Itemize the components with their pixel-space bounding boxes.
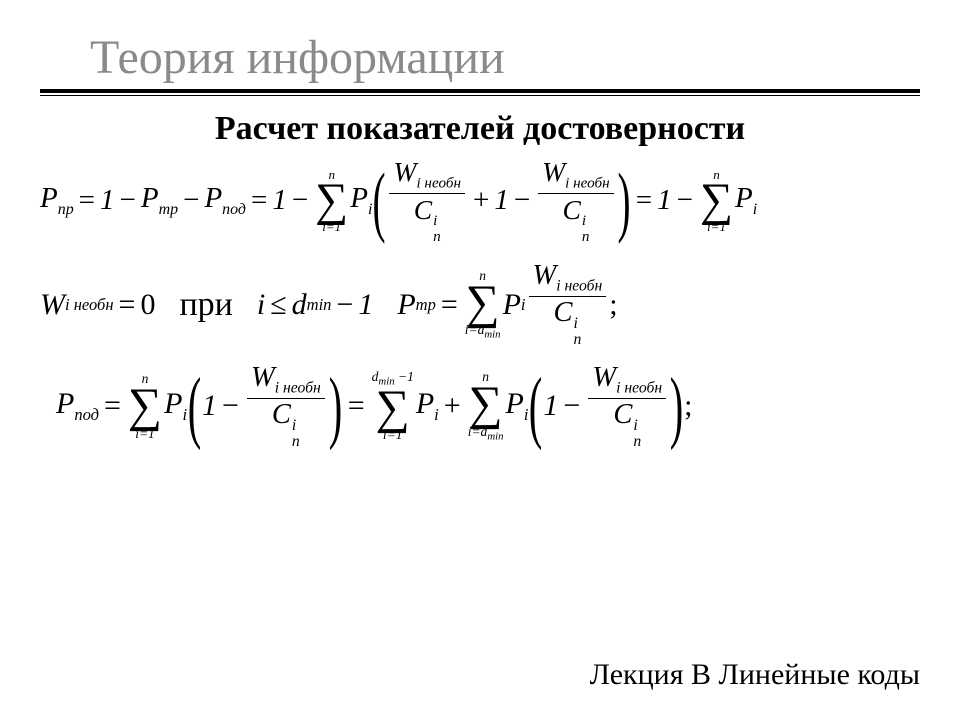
minus: − [183,184,199,217]
num-1: 1 [657,184,672,217]
eq: = [348,389,365,423]
minus: − [677,184,693,217]
equation-2: Wi необн = 0 при i ≤ dmin − 1 Pтр = n ∑ … [40,262,920,348]
sym-Pi: Pi [164,387,187,425]
sum-symbol: dmin −1 ∑ i=1 [372,369,414,443]
fraction: Wi необн Cin [389,158,464,244]
page-title: Теория информации [90,30,920,85]
sum-symbol: n ∑ i=dmin [468,369,504,443]
fraction: Wi необн Cin [529,262,607,348]
sum-symbol: n ∑ i=1 [315,167,348,235]
slide: Теория информации Расчет показателей дос… [0,0,960,720]
word-pri: при [179,286,232,324]
eq: = [79,184,95,217]
sum-symbol: n ∑ i=1 [700,167,733,235]
footer-text: Лекция В Линейные коды [590,658,920,692]
bracket-group: ( Wi необн Cin + 1 − Wi необн Cin ) [372,158,630,244]
sym-Ppod: Pпод [56,387,99,425]
rule-thick [40,89,920,93]
bracket-group: ( 1 − Wi необн Cin ) [528,364,684,450]
sum-symbol: n ∑ i=1 [128,371,162,442]
fraction: Wi необн Cin [247,364,325,450]
sym-Pi: Pi [506,387,529,425]
minus: − [120,184,136,217]
num-1: 1 [272,184,287,217]
fraction: Wi необн Cin [538,158,613,244]
num-1: 1 [100,184,115,217]
bracket-group: ( 1 − Wi необн Cin ) [187,364,343,450]
sym-Ppod: Pпод [204,182,246,219]
eq: = [636,184,652,217]
sym-P: Pпр [40,182,74,219]
fraction: Wi необн Cin [588,364,666,450]
frag-ineq: i ≤ dmin − 1 [257,288,373,322]
frag-W0: Wi необн = 0 [40,288,155,322]
sym-Ptr: Pтр [141,182,178,219]
eq: = [251,184,267,217]
equation-3: Pпод = n ∑ i=1 Pi ( 1 − Wi необн Cin ) = [56,364,920,450]
sym-Pi: Pi [350,182,372,219]
frag-Ptr: Pтр = n ∑ i=dmin Pi Wi необн Cin ; [397,262,617,348]
semicolon: ; [684,389,692,423]
equation-area: Pпр = 1 − Pтр − Pпод = 1 − n ∑ i=1 Pi ( … [40,158,920,449]
sym-Pi: Pi [735,182,757,219]
equation-1: Pпр = 1 − Pтр − Pпод = 1 − n ∑ i=1 Pi ( … [40,158,920,244]
minus: − [292,184,308,217]
eq: = [104,389,121,423]
plus: + [444,389,461,423]
subtitle: Расчет показателей достоверности [40,110,920,148]
sym-Pi: Pi [416,387,439,425]
rule-thin [40,95,920,96]
sum-symbol: n ∑ i=dmin [465,268,501,342]
